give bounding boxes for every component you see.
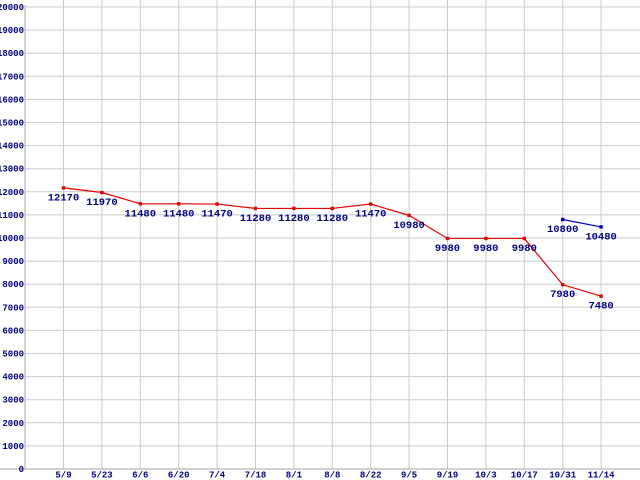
- point-marker: [561, 282, 565, 287]
- point-marker: [177, 202, 181, 206]
- point-label: 7980: [550, 289, 575, 301]
- point-marker: [253, 206, 258, 211]
- point-marker: [407, 213, 411, 218]
- x-tick-label: 7/4: [209, 471, 226, 480]
- point-marker: [330, 206, 334, 211]
- point-marker: [215, 202, 219, 206]
- x-tick-label: 6/6: [132, 471, 148, 480]
- x-tick-label: 9/19: [437, 471, 459, 480]
- point-label: 9980: [473, 243, 498, 255]
- point-label: 11970: [86, 197, 118, 209]
- x-tick-label: 9/5: [401, 471, 417, 480]
- x-tick-label: 8/1: [286, 471, 303, 480]
- y-tick-label: 9000: [2, 257, 24, 267]
- x-tick-label: 6/20: [168, 471, 190, 480]
- point-label: 9980: [512, 243, 537, 255]
- point-marker: [369, 202, 373, 206]
- y-tick-label: 20000: [0, 3, 24, 13]
- y-tick-label: 13000: [0, 165, 24, 175]
- point-label: 7480: [588, 301, 613, 313]
- y-tick-label: 0: [19, 465, 24, 475]
- y-tick-label: 7000: [2, 303, 24, 313]
- x-tick-label: 7/18: [245, 471, 267, 480]
- point-label: 11470: [355, 209, 387, 221]
- point-label: 10980: [393, 220, 425, 232]
- y-tick-label: 8000: [2, 280, 24, 290]
- y-tick-label: 11000: [0, 211, 24, 221]
- point-marker: [138, 202, 142, 206]
- y-tick-label: 2000: [2, 419, 24, 429]
- y-tick-label: 3000: [2, 396, 24, 406]
- y-tick-label: 18000: [0, 49, 24, 59]
- y-tick-label: 15000: [0, 119, 24, 129]
- y-tick-label: 17000: [0, 72, 24, 82]
- point-label: 11280: [278, 213, 310, 225]
- x-tick-label: 5/9: [55, 471, 71, 480]
- point-label: 12170: [48, 192, 80, 204]
- point-marker: [61, 186, 66, 190]
- y-tick-label: 1000: [2, 442, 24, 452]
- y-tick-label: 16000: [0, 95, 24, 105]
- x-tick-label: 10/3: [475, 471, 497, 480]
- point-marker: [522, 236, 526, 241]
- point-label: 9980: [435, 243, 460, 255]
- point-marker: [599, 225, 603, 229]
- x-tick-label: 10/31: [549, 471, 577, 480]
- y-tick-label: 12000: [0, 188, 24, 198]
- point-label: 11480: [163, 208, 195, 220]
- point-label: 11480: [125, 208, 157, 220]
- point-marker: [599, 294, 603, 298]
- point-marker: [100, 190, 104, 195]
- x-tick-label: 8/8: [324, 471, 340, 480]
- y-tick-label: 5000: [2, 350, 24, 360]
- y-tick-label: 10000: [0, 234, 24, 244]
- point-marker: [561, 217, 565, 222]
- point-label: 11470: [201, 209, 233, 221]
- point-marker: [292, 206, 296, 211]
- series-line-series-2: [562, 218, 602, 228]
- x-tick-label: 5/23: [91, 471, 113, 480]
- point-label: 10480: [585, 231, 617, 243]
- y-tick-label: 4000: [2, 373, 24, 383]
- point-label: 10800: [547, 224, 579, 236]
- y-tick-label: 6000: [2, 326, 24, 336]
- point-marker: [445, 236, 450, 241]
- x-tick-label: 11/14: [588, 471, 616, 480]
- point-label: 11280: [317, 213, 349, 225]
- point-label: 11280: [240, 213, 272, 225]
- point-marker: [484, 236, 488, 241]
- y-tick-label: 19000: [0, 26, 24, 36]
- x-tick-label: 8/22: [360, 471, 382, 480]
- y-tick-label: 14000: [0, 142, 24, 152]
- x-tick-label: 10/17: [511, 471, 538, 480]
